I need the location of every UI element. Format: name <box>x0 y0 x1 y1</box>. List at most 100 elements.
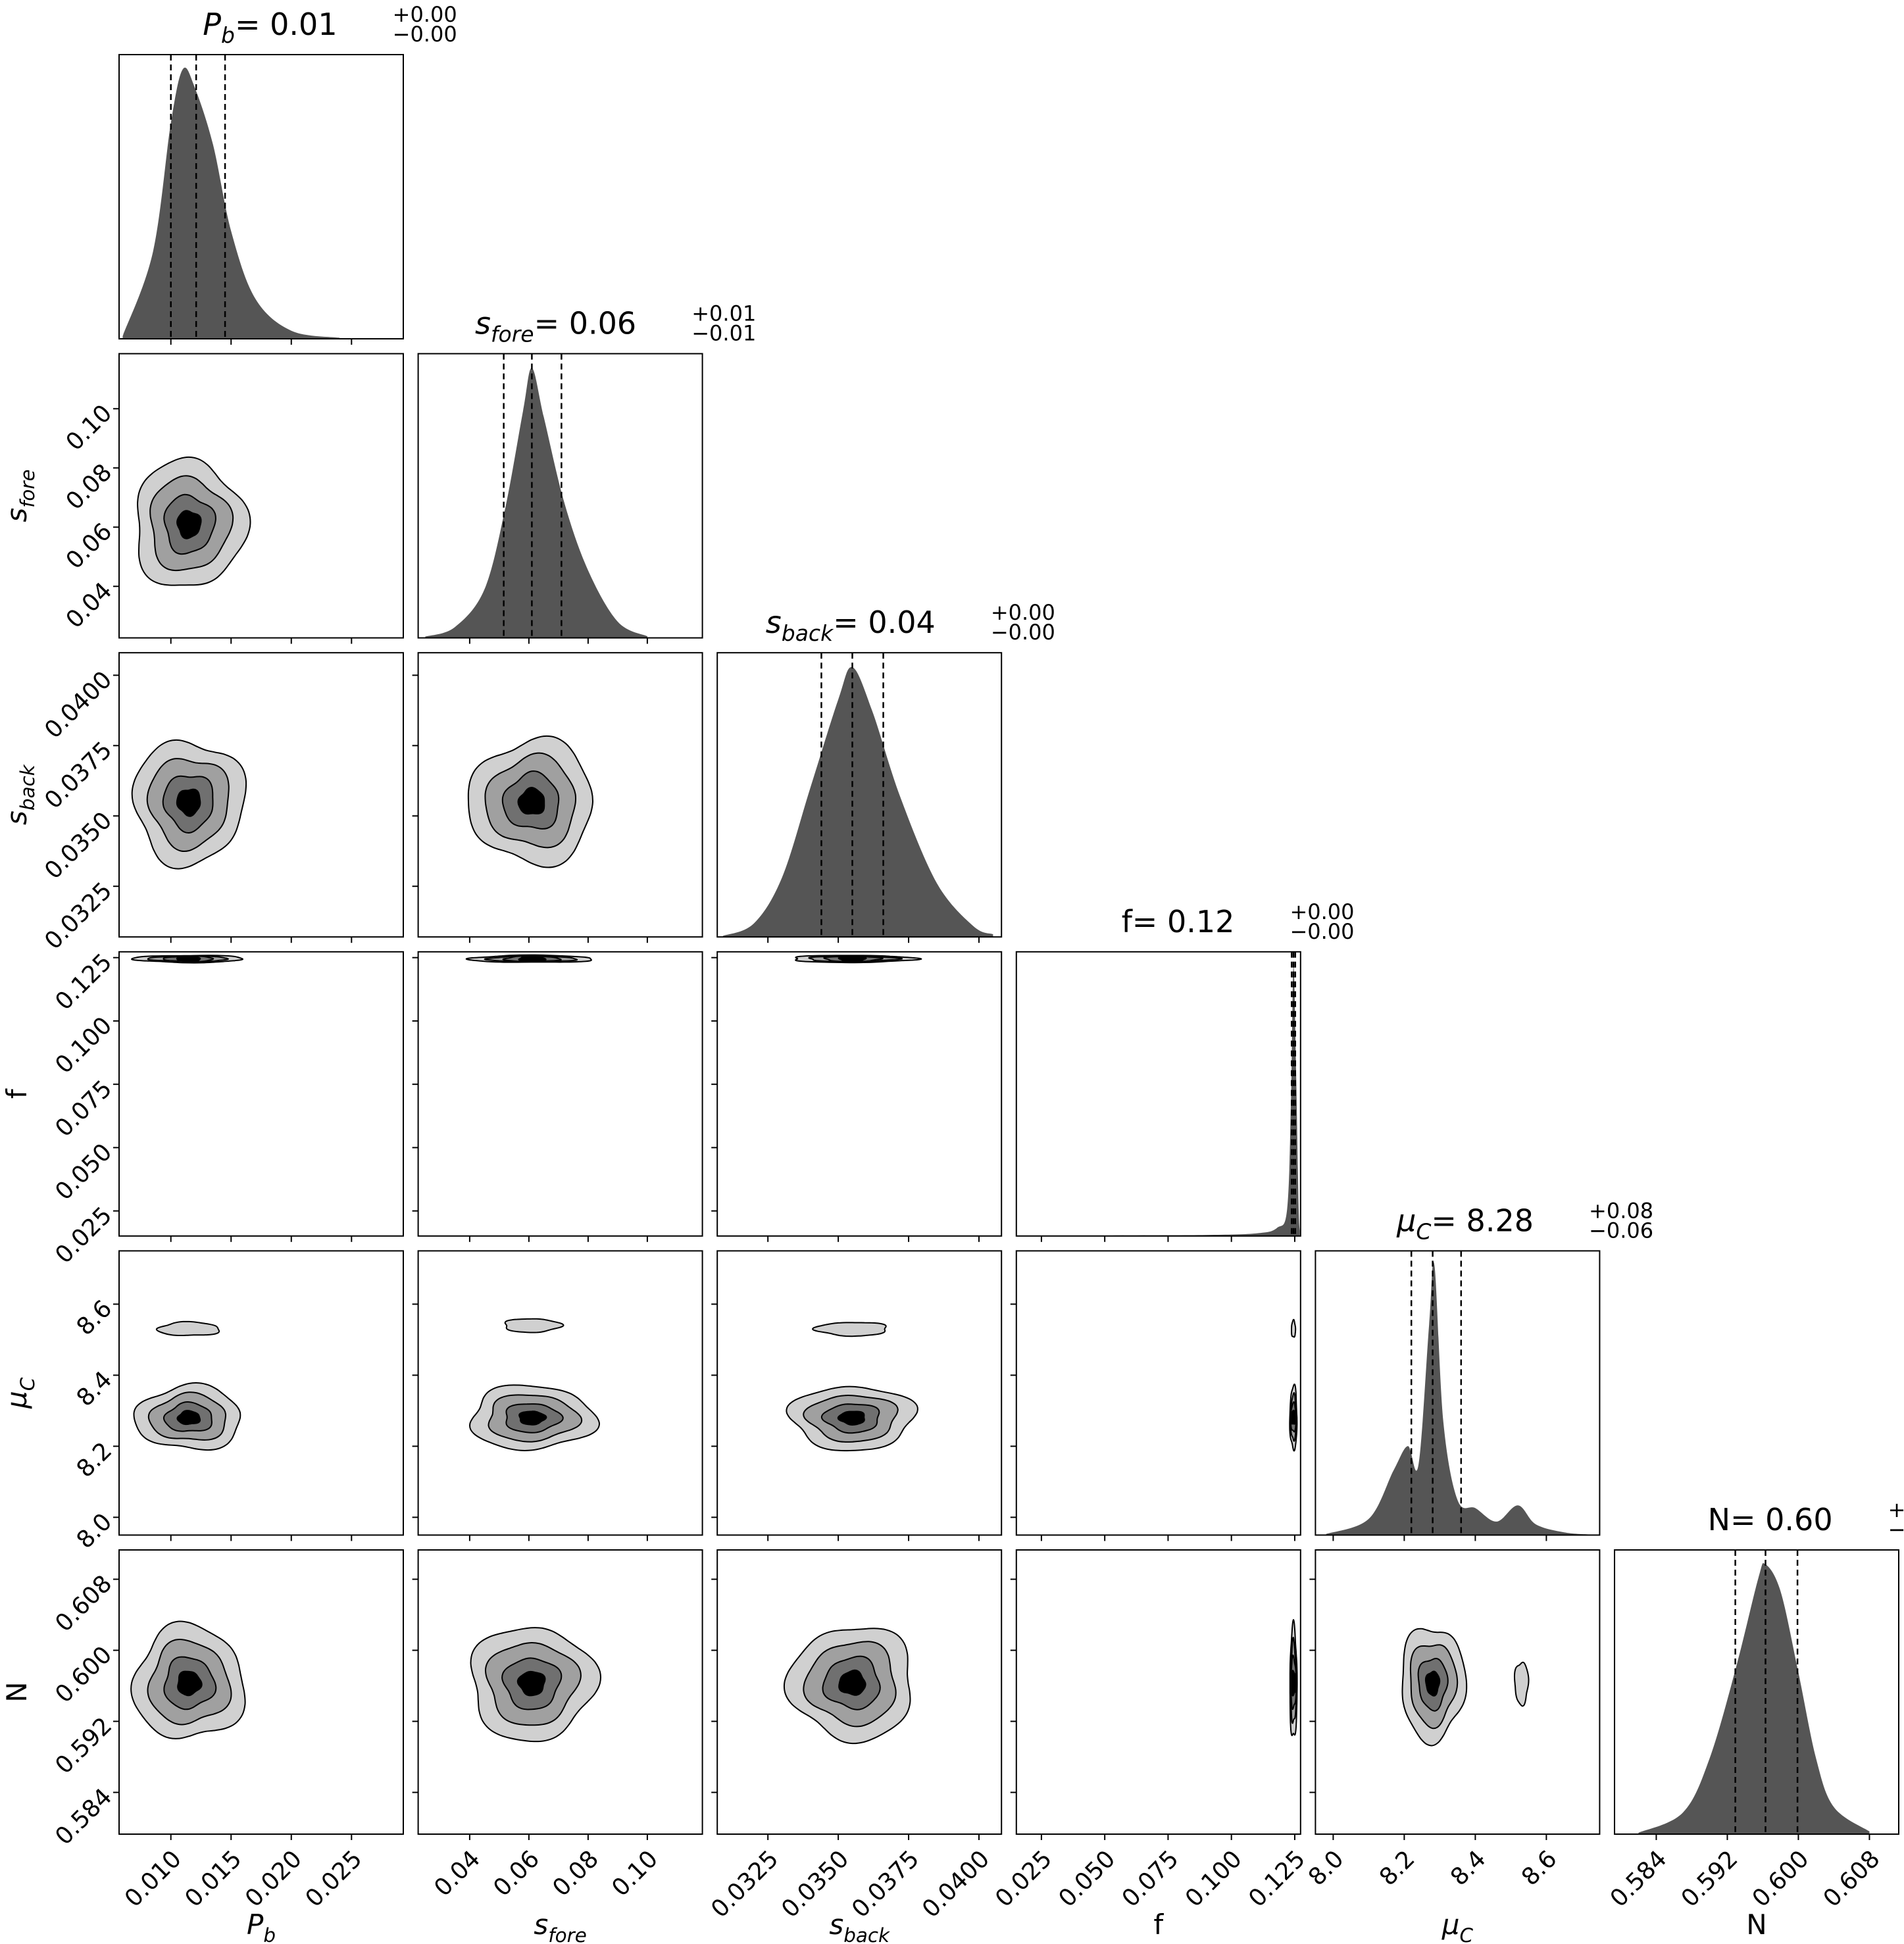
contour-level-4 <box>518 1410 547 1426</box>
y-axis-label-s_fore: sfore <box>1 469 39 522</box>
contour-island <box>1291 1318 1297 1338</box>
y-axis-label-N: N <box>1 1682 33 1702</box>
x-tick-label: 0.04 <box>429 1845 486 1902</box>
x-tick-label: 8.4 <box>1445 1845 1491 1891</box>
title-value: = 0.04 <box>833 605 936 640</box>
panel-content <box>131 955 243 964</box>
panel-title-mu_C: μC = 8.28 +0.08−0.06 <box>1396 1198 1653 1244</box>
title-symbol: Pb <box>203 7 235 48</box>
contour-level-4 <box>176 1410 201 1426</box>
panel-mu_C-vs-f <box>1010 1250 1301 1541</box>
histogram-N <box>1638 1563 1870 1834</box>
x-tick-label: 0.06 <box>488 1845 545 1902</box>
title-symbol: sfore <box>475 306 534 347</box>
panel-s_back-vs-s_fore <box>412 652 703 943</box>
panel-frame <box>417 1549 703 1835</box>
panel-mu_C-vs-mu_C <box>1315 1250 1601 1541</box>
contour-level-4 <box>177 1670 203 1697</box>
title-minus: −0.00 <box>991 620 1055 645</box>
panel-frame <box>716 951 1003 1237</box>
title-plus: +0.00 <box>393 2 457 27</box>
y-tick-label: 0.10 <box>61 400 118 457</box>
panel-content <box>465 954 592 963</box>
panel-frame <box>1015 951 1301 1237</box>
panel-frame <box>118 54 404 339</box>
y-axis-label-mu_C: μC <box>1 1377 39 1409</box>
contour-level-4 <box>1290 1409 1297 1425</box>
title-minus: −0.06 <box>1589 1218 1653 1243</box>
panel-frame <box>417 353 703 639</box>
y-tick-label: 8.4 <box>72 1366 117 1412</box>
y-tick-label: 0.075 <box>50 1075 117 1142</box>
x-tick-label: 0.584 <box>1605 1845 1672 1912</box>
panel-f-vs-f <box>1015 951 1301 1242</box>
contour-level-4 <box>176 955 201 962</box>
title-value: = 0.12 <box>1132 904 1235 939</box>
contour-level-4 <box>838 955 867 962</box>
panel-frame <box>118 652 404 938</box>
title-minus: −0.00 <box>393 22 457 47</box>
y-tick-label: 0.025 <box>50 1202 117 1269</box>
contour-island <box>1513 1661 1530 1707</box>
x-tick-label: 0.125 <box>1243 1845 1311 1912</box>
y-tick-label: 0.050 <box>50 1139 117 1206</box>
x-axis-label-N: N <box>1746 1908 1766 1941</box>
panel-frame <box>1015 1250 1301 1536</box>
y-tick-label: 0.592 <box>50 1712 117 1780</box>
panel-N-vs-s_fore: 0.04 0.06 0.08 0.10 <box>412 1549 703 1902</box>
panel-frame <box>417 951 703 1237</box>
panel-content <box>786 1322 918 1452</box>
panel-content <box>425 353 647 638</box>
y-tick-label: 0.125 <box>50 949 117 1016</box>
contour-island <box>504 1318 564 1333</box>
title-plus: +0.00 <box>1290 899 1354 924</box>
x-tick-label: 0.08 <box>547 1845 604 1902</box>
histogram-P_b <box>122 67 339 339</box>
title-plus: +0.08 <box>1589 1198 1653 1223</box>
x-tick-label: 0.015 <box>180 1845 247 1912</box>
y-tick-label: 8.6 <box>72 1295 117 1341</box>
y-tick-label: 0.06 <box>61 518 118 575</box>
x-tick-label: 0.10 <box>607 1845 663 1902</box>
y-tick-label: 8.2 <box>72 1437 117 1483</box>
contour-level-4 <box>518 955 547 962</box>
panel-N-vs-N: 0.584 0.592 0.600 0.608 <box>1605 1549 1899 1912</box>
title-symbol: f <box>1122 904 1134 939</box>
x-axis-label-f: f <box>1153 1908 1164 1941</box>
x-tick-label: 0.608 <box>1818 1845 1886 1912</box>
panel-content <box>131 739 247 870</box>
contour-level-4 <box>1424 1670 1441 1697</box>
x-tick-label: 0.0400 <box>917 1845 995 1923</box>
y-tick-label: 0.08 <box>61 459 118 516</box>
y-tick-label: 0.100 <box>50 1012 117 1079</box>
panel-frame <box>1015 1549 1301 1835</box>
x-tick-label: 0.075 <box>1117 1845 1184 1912</box>
panel-title-s_back: sback = 0.04 +0.00−0.00 <box>766 600 1055 646</box>
title-value: = 0.60 <box>1730 1502 1833 1537</box>
contour-level-4 <box>838 1669 866 1696</box>
histogram-f <box>1021 966 1300 1236</box>
x-tick-label: 0.025 <box>990 1845 1057 1912</box>
x-axis-label-s_back: sback <box>829 1908 890 1944</box>
contour-level-4 <box>517 786 545 815</box>
x-tick-label: 0.0375 <box>847 1845 924 1923</box>
panel-f-vs-s_back <box>711 951 1003 1242</box>
panel-content <box>1021 951 1300 1236</box>
panel-content <box>470 1627 601 1743</box>
panel-P_b-vs-P_b <box>118 54 404 345</box>
title-symbol: μC <box>1396 1203 1431 1244</box>
y-tick-label: 0.600 <box>50 1641 117 1708</box>
title-plus: +0.00 <box>991 600 1055 625</box>
title-plus: +0.01 <box>691 301 756 326</box>
title-symbol: sback <box>766 605 834 646</box>
panel-frame <box>118 353 404 639</box>
y-tick-label: 0.0375 <box>39 737 117 814</box>
title-value: = 0.01 <box>235 7 338 42</box>
panel-N-vs-mu_C: 8.0 8.2 8.4 8.6 <box>1303 1549 1601 1891</box>
x-tick-label: 8.6 <box>1516 1845 1562 1891</box>
